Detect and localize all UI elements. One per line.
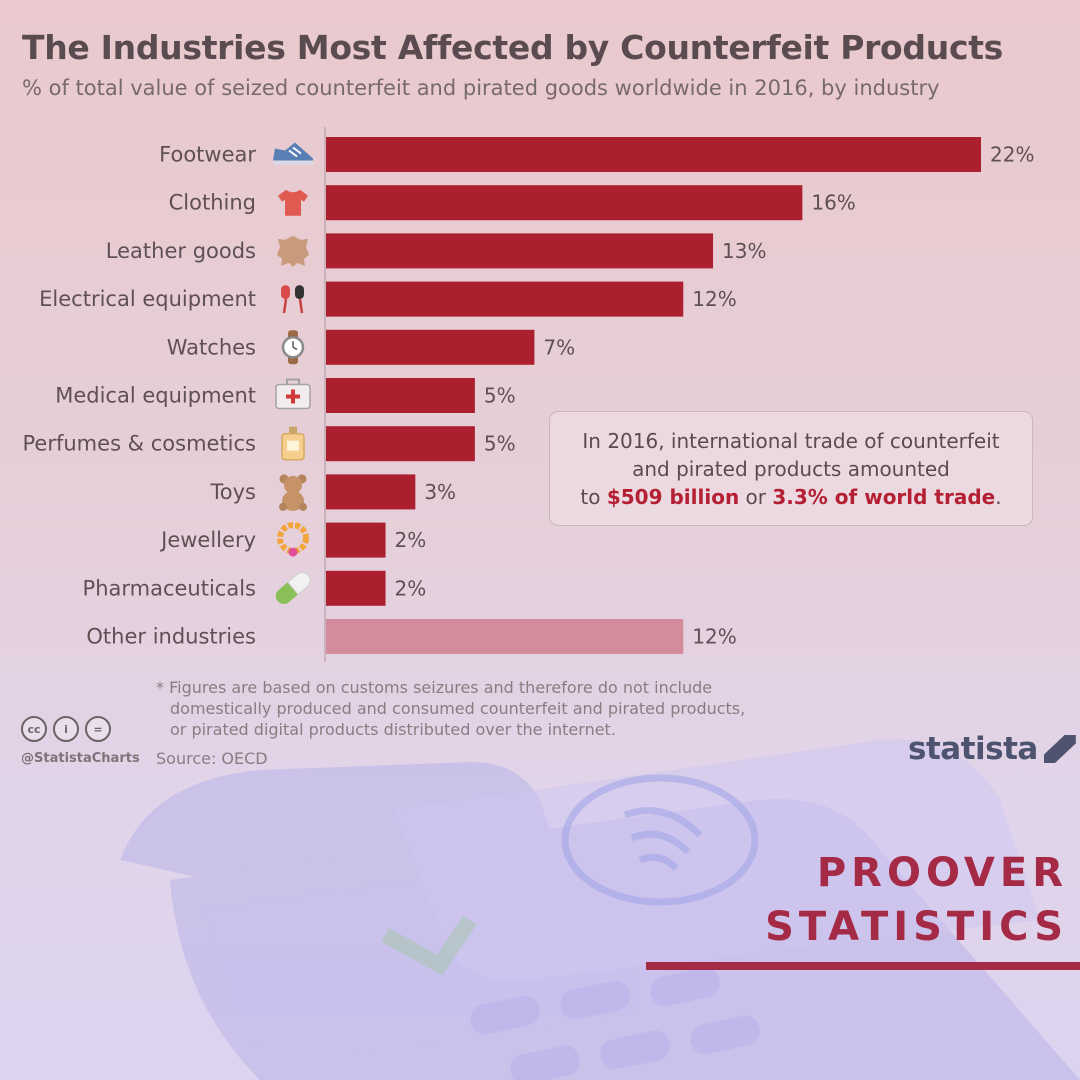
callout-line-3: to $509 billion or 3.3% of world trade. [580,483,1001,511]
bar-medical-equipment [326,378,475,413]
footnote-line-2: domestically produced and consumed count… [170,699,746,718]
proover-line-1: PROOVER [816,850,1068,896]
footnote-line-3: or pirated digital products distributed … [170,720,616,739]
category-label-toys: Toys [210,480,256,504]
callout-mid: or [745,484,767,509]
bar-watches [326,329,535,365]
category-label-clothing: Clothing [169,191,256,215]
value-label-medical-equipment: 5% [484,384,516,408]
pill-icon [275,572,311,604]
category-label-medical-equipment: Medical equipment [55,384,256,408]
value-label-other-industries: 12% [692,625,736,649]
bar-footwear [326,137,981,172]
callout-value-world-trade: 3.3% of world trade [772,484,996,509]
creative-commons-icon: cc [21,716,47,742]
footnote-line-1: * Figures are based on customs seizures … [156,678,713,697]
bar-electrical-equipment [326,281,684,317]
callout-prefix: to [580,484,601,509]
category-label-footwear: Footwear [159,143,256,167]
trade-callout-box: In 2016, international trade of counterf… [549,411,1033,526]
callout-value-billion: $509 billion [606,484,740,509]
category-label-jewellery: Jewellery [159,528,256,552]
license-icons: cc i = [21,716,111,742]
value-label-toys: 3% [424,480,456,504]
statista-logo: statista [908,731,1076,767]
value-label-electrical-equipment: 12% [692,287,736,311]
value-label-watches: 7% [543,335,575,359]
category-label-watches: Watches [167,335,256,359]
bar-toys [326,474,416,510]
category-label-other-industries: Other industries [86,625,256,649]
bar-perfumes-cosmetics [326,426,475,462]
bar-pharmaceuticals [326,570,386,606]
category-label-electrical-equipment: Electrical equipment [39,287,256,311]
chart-title: The Industries Most Affected by Counterf… [22,28,1004,67]
proover-line-2: STATISTICS [765,904,1068,950]
value-label-pharmaceuticals: 2% [395,576,427,600]
no-derivatives-icon: = [85,716,111,742]
proover-watermark: PROOVER STATISTICS [765,846,1068,954]
value-label-leather-goods: 13% [722,239,766,263]
category-label-perfumes-cosmetics: Perfumes & cosmetics [23,432,256,456]
category-label-leather-goods: Leather goods [106,239,256,263]
value-label-footwear: 22% [990,143,1034,167]
statista-brand-text: statista [908,731,1038,767]
statista-handle: @StatistaCharts [21,751,140,766]
footnote: * Figures are based on customs seizures … [156,677,796,740]
value-label-clothing: 16% [811,191,855,215]
category-label-pharmaceuticals: Pharmaceuticals [83,576,256,600]
teddy-bear-icon [279,474,307,511]
callout-suffix: . [995,484,1002,509]
chart-subtitle: % of total value of seized counterfeit a… [22,76,940,100]
callout-line-2: and pirated products amounted [632,456,950,481]
perfume-icon [281,426,305,461]
bar-leather-goods [326,233,714,269]
sneaker-icon [273,142,313,165]
bar-jewellery [326,522,386,558]
proover-underline [646,962,1080,970]
shirt-icon [278,189,308,216]
value-label-perfumes-cosmetics: 5% [484,432,516,456]
statista-logo-icon [1043,735,1076,763]
medical-kit-icon [275,378,311,410]
value-label-jewellery: 2% [395,528,427,552]
bar-other-industries [326,619,684,654]
callout-line-1: In 2016, international trade of counterf… [582,428,1000,453]
earbuds-icon [281,285,304,314]
necklace-icon [277,522,309,557]
source-label: Source: OECD [156,749,268,768]
leather-hide-icon [277,235,309,267]
attribution-icon: i [53,716,79,742]
watch-icon [281,330,305,365]
bar-clothing [326,185,803,221]
